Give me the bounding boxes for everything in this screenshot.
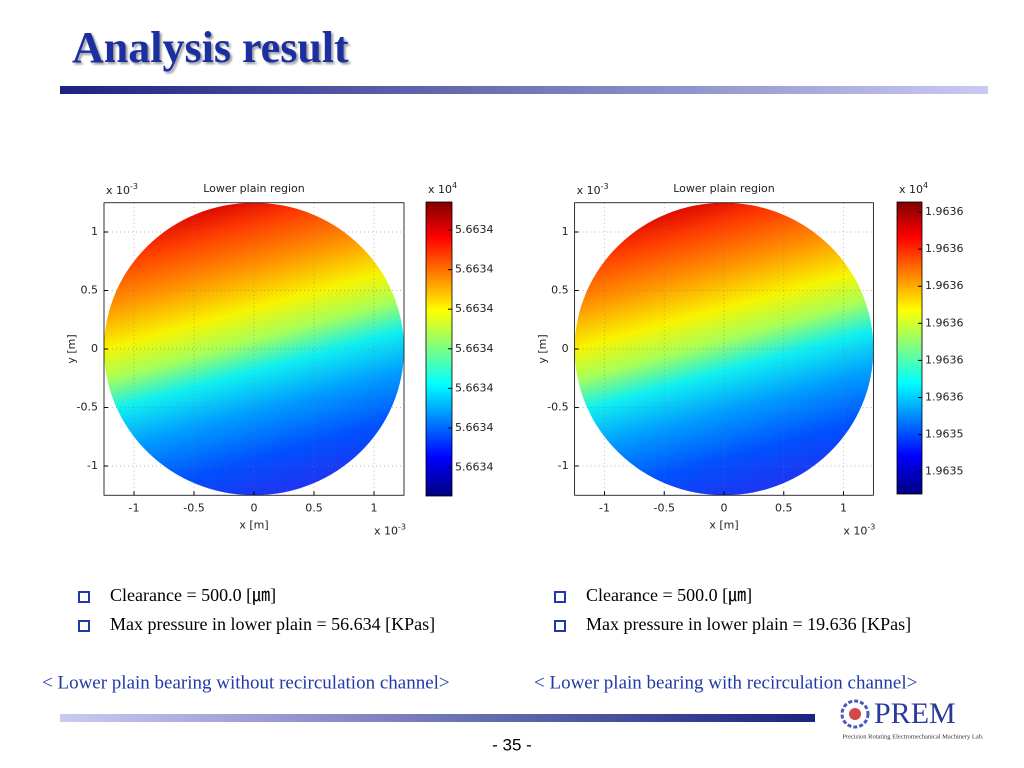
colorbar-tick-label: 1.9636: [925, 242, 964, 255]
colorbar-tick-label: 5.6634: [455, 223, 494, 236]
multiplier-exponent: -3: [601, 181, 609, 190]
bullet: [78, 591, 90, 603]
multiplier-exponent: 4: [452, 181, 457, 190]
colorbar-tick-label: 5.6634: [455, 461, 494, 474]
axis-multiplier: x 10-3: [374, 522, 406, 538]
logo: PREM Precision Rotating Electromechanica…: [840, 697, 984, 740]
colorbar-tick-label: 1.9636: [925, 279, 964, 292]
y-axis-label: y [m]: [536, 334, 549, 363]
x-axis-label: x [m]: [239, 518, 268, 531]
colorbar-tick-label: 5.6634: [455, 342, 494, 355]
x-tick-label: -1: [129, 501, 140, 514]
axis-multiplier: x 10-3: [577, 181, 609, 197]
colorbar-tick-label: 1.9636: [925, 391, 964, 404]
y-tick-label: -0.5: [77, 401, 98, 414]
x-tick-label: 0.5: [775, 501, 793, 514]
colorbar-tick-label: 5.6634: [455, 381, 494, 394]
colorbar-tick-label: 1.9636: [925, 316, 964, 329]
x-tick-label: 0: [251, 501, 258, 514]
note: Clearance = 500.0 [㎛]: [110, 585, 276, 606]
multiplier-base: x 10: [843, 524, 867, 537]
y-tick-label: -1: [558, 459, 569, 472]
logo-icon-core: [849, 708, 861, 720]
footer-bar: [60, 714, 815, 722]
multiplier-base: x 10: [577, 184, 601, 197]
y-tick-label: 0: [91, 342, 98, 355]
axis-multiplier: x 10-3: [106, 181, 138, 197]
bullet: [554, 620, 566, 632]
colorbar-tick-label: 5.6634: [455, 302, 494, 315]
x-tick-label: -0.5: [654, 501, 675, 514]
colorbar-tick-label: 1.9636: [925, 205, 964, 218]
y-tick-label: 1: [562, 225, 569, 238]
colorbar-tick-label: 5.6634: [455, 263, 494, 276]
slide-title: Analysis result: [72, 23, 349, 72]
colorbar-tick-label: 1.9635: [925, 428, 964, 441]
axis-multiplier: x 10-3: [843, 522, 875, 538]
multiplier-exponent: -3: [398, 522, 406, 531]
multiplier-exponent: -3: [130, 181, 138, 190]
header-bar: [60, 86, 988, 94]
note: Max pressure in lower plain = 56.634 [KP…: [110, 614, 435, 634]
bullet: [78, 620, 90, 632]
y-tick-label: 0.5: [81, 284, 99, 297]
y-tick-label: -0.5: [547, 401, 568, 414]
note: Max pressure in lower plain = 19.636 [KP…: [586, 614, 911, 634]
plot-frame: [103, 202, 405, 496]
multiplier-base: x 10: [374, 524, 398, 537]
axis-multiplier: x 104: [899, 181, 928, 197]
y-tick-label: 1: [91, 225, 98, 238]
x-tick-label: 1: [840, 501, 847, 514]
y-tick-label: 0.5: [551, 284, 569, 297]
multiplier-base: x 10: [428, 183, 452, 196]
y-axis-label: y [m]: [65, 334, 78, 363]
colorbar-tick-label: 5.6634: [455, 421, 494, 434]
colorbar: [896, 201, 923, 495]
x-tick-label: 0: [721, 501, 728, 514]
colorbar-tick-label: 1.9635: [925, 465, 964, 478]
multiplier-base: x 10: [899, 183, 923, 196]
page-number: - 35 -: [492, 735, 532, 754]
x-tick-label: 1: [371, 501, 378, 514]
note: Clearance = 500.0 [㎛]: [586, 585, 752, 606]
multiplier-base: x 10: [106, 184, 130, 197]
plot-frame: [574, 202, 874, 496]
x-axis-label: x [m]: [709, 518, 738, 531]
bullet: [554, 591, 566, 603]
colorbar: [425, 201, 453, 497]
x-tick-label: 0.5: [305, 501, 323, 514]
caption: < Lower plain bearing without recirculat…: [42, 672, 450, 693]
axis-multiplier: x 104: [428, 181, 457, 197]
logo-subtitle: Precision Rotating Electromechanical Mac…: [842, 733, 984, 740]
multiplier-exponent: 4: [923, 181, 928, 190]
x-tick-label: -1: [599, 501, 610, 514]
multiplier-exponent: -3: [867, 522, 875, 531]
colorbar-tick-label: 1.9636: [925, 353, 964, 366]
plot-title: Lower plain region: [203, 182, 305, 195]
caption: < Lower plain bearing with recirculation…: [534, 672, 917, 693]
logo-icon: [840, 699, 870, 729]
logo-name: PREM: [874, 697, 956, 730]
plot-title: Lower plain region: [673, 182, 775, 195]
x-tick-label: -0.5: [183, 501, 204, 514]
y-tick-label: -1: [87, 459, 98, 472]
y-tick-label: 0: [562, 342, 569, 355]
